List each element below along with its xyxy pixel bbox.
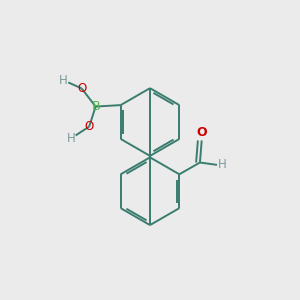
Text: O: O xyxy=(77,82,86,95)
Text: O: O xyxy=(197,126,207,139)
Text: H: H xyxy=(59,74,68,87)
Text: B: B xyxy=(91,100,100,113)
Text: H: H xyxy=(67,132,76,145)
Text: O: O xyxy=(85,120,94,133)
Text: H: H xyxy=(218,158,226,171)
